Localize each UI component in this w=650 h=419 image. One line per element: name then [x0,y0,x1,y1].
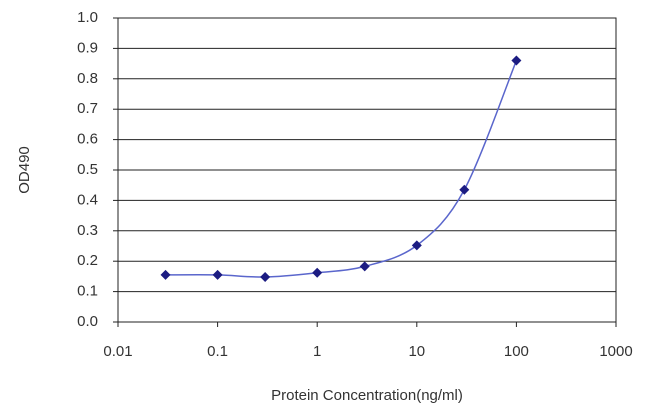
y-tick-label: 0.4 [77,191,98,208]
y-tick-label: 0.5 [77,161,98,178]
data-point [411,240,422,251]
data-point [212,269,223,280]
y-tick-label: 0.6 [77,131,98,148]
x-tick-label: 0.1 [207,343,228,360]
data-point [160,269,171,280]
x-tick-label: 1 [313,343,321,360]
y-axis-label: OD490 [16,146,33,194]
y-tick-label: 0.9 [77,39,98,56]
y-tick-label: 0.0 [77,313,98,330]
data-point [312,267,323,278]
x-tick-label: 1000 [599,343,632,360]
y-tick-label: 0.2 [77,252,98,269]
y-tick-label: 1.0 [77,9,98,26]
y-tick-label: 0.8 [77,70,98,87]
x-tick-label: 10 [408,343,425,360]
data-point [359,261,370,272]
data-line [165,60,518,278]
y-tick-label: 0.3 [77,222,98,239]
y-tick-label: 0.1 [77,283,98,300]
data-point [459,184,470,195]
x-tick-label: 0.01 [103,343,132,360]
y-tick-label: 0.7 [77,100,98,117]
data-point [260,272,271,283]
data-point [511,55,522,66]
x-axis-label: Protein Concentration(ng/ml) [271,387,463,404]
x-tick-label: 100 [504,343,529,360]
